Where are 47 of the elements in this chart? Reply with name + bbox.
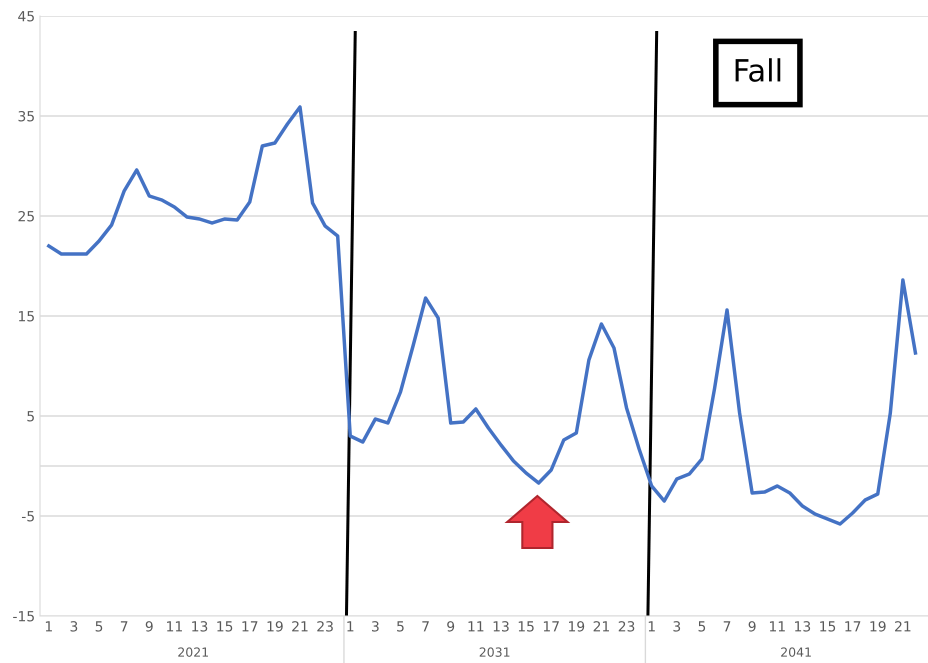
x-tick-label: 11 [167,621,182,632]
x-tick-label: 5 [96,621,102,632]
x-tick-label: 21 [292,621,308,632]
x-tick-label: 15 [217,621,232,632]
x-tick-label: 7 [724,621,730,632]
x-tick-label: 21 [594,621,609,632]
annotation: Fall [736,58,780,82]
x-tick-label: 23 [618,621,634,632]
x-tick-label: 7 [422,621,429,632]
x-tick-label: 17 [242,621,258,632]
x-tick-label: 9 [748,621,756,632]
x-tick-label: 1 [648,621,655,632]
x-tick-label: 17 [845,621,860,632]
y-tick-label: -15 [13,611,34,622]
x-tick-label: 21 [895,621,910,632]
y-tick-label: -5 [22,511,34,522]
line-series [47,105,918,526]
x-tick-label: 9 [447,621,454,632]
x-tick-label: 3 [673,621,680,632]
x-tick-label: 13 [795,621,810,632]
x-tick-label: 3 [372,621,379,632]
text: 2031 [480,647,510,657]
text: 2021 [178,647,208,657]
x-tick-label: 5 [698,621,706,632]
x-tick-label: 13 [494,621,509,632]
x-tick-label: 1 [347,621,354,632]
x-tick-label: 13 [192,621,208,632]
x-tick-label: 17 [544,621,559,632]
y-tick-label: 25 [18,210,34,222]
text: 2041 [781,647,811,657]
y-tick-label: 45 [18,11,34,22]
x-tick-label: 11 [468,621,484,632]
x-tick-label: 19 [268,621,283,632]
y-tick-label: 35 [18,110,34,122]
y-tick-label: 15 [18,311,34,322]
x-tick-label: 19 [870,621,886,632]
x-tick-label: 5 [397,621,404,632]
x-tick-label: 23 [317,621,333,632]
x-tick-label: 11 [770,621,785,632]
x-tick-label: 1 [46,621,52,632]
y-tick-label: 5 [27,411,34,422]
x-tick-label: 15 [820,621,836,632]
x-tick-label: 19 [569,621,584,632]
x-tick-label: 7 [120,621,128,632]
x-tick-label: 9 [146,621,153,632]
x-tick-label: 3 [70,621,78,632]
x-tick-label: 15 [518,621,534,632]
